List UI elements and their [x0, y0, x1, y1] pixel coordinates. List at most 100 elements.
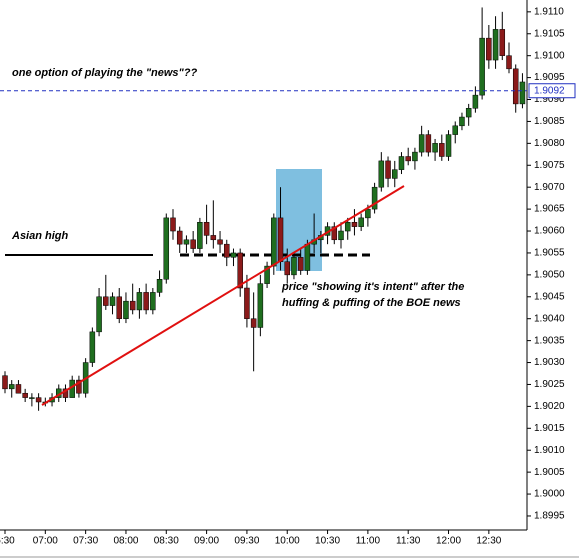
candle-body — [271, 217, 277, 267]
y-tick-label: 1.9100 — [534, 50, 565, 61]
candle-body — [465, 108, 472, 118]
candle-body — [150, 292, 156, 311]
candle-body — [351, 222, 358, 227]
candle-body — [459, 116, 465, 127]
candle-body — [35, 397, 42, 403]
candle-body — [378, 160, 385, 188]
candle-body — [250, 318, 257, 328]
candle-body — [197, 222, 203, 249]
x-tick-label: 08:00 — [113, 536, 138, 547]
x-tick-label: 10:00 — [275, 536, 300, 547]
y-tick-label: 1.9090 — [534, 94, 565, 105]
y-tick-label: 1.9015 — [534, 423, 565, 434]
candle-body — [89, 331, 96, 363]
candle-body — [76, 379, 82, 394]
candle-body — [15, 384, 22, 394]
x-tick-label: 11:30 — [396, 536, 421, 547]
candle-body — [418, 134, 425, 153]
candle-body — [143, 292, 149, 311]
candle-body — [210, 235, 217, 241]
candle-body — [129, 300, 136, 311]
candle-body — [512, 68, 519, 105]
candle-body — [338, 230, 344, 241]
x-tick-label: 07:30 — [73, 536, 98, 547]
annotation: one option of playing the "news"?? — [12, 67, 197, 79]
candle-body — [452, 125, 458, 135]
trendline — [41, 185, 405, 406]
candle-body — [116, 296, 122, 319]
y-tick-label: 1.9025 — [534, 379, 565, 390]
candle-body — [163, 217, 170, 280]
candle-body — [183, 239, 190, 245]
last-price-box — [528, 83, 576, 99]
y-tick-label: 1.9070 — [534, 182, 565, 193]
x-tick-label: 08:30 — [154, 536, 179, 547]
x-tick-label: 12:30 — [476, 536, 501, 547]
y-tick-label: 1.9005 — [534, 467, 565, 478]
x-tick-label: 09:30 — [234, 536, 259, 547]
y-tick-label: 1.8995 — [534, 511, 565, 522]
candle-body — [284, 261, 290, 276]
candle-body — [8, 384, 15, 390]
x-tick-label: 11:00 — [356, 536, 381, 547]
candle-body — [331, 226, 338, 241]
candle-body — [291, 257, 297, 276]
y-tick-label: 1.9065 — [534, 204, 565, 215]
y-tick-label: 1.9105 — [534, 28, 565, 39]
candle-body — [439, 143, 445, 157]
candle-body — [472, 94, 479, 109]
candle-body — [257, 283, 264, 328]
candle-body — [264, 265, 270, 284]
candle-body — [224, 243, 230, 258]
candle-body — [22, 392, 28, 398]
candle-body — [156, 278, 163, 293]
y-tick-label: 1.9080 — [534, 138, 565, 149]
candle-body — [237, 252, 243, 289]
y-tick-label: 1.9050 — [534, 270, 565, 281]
candle-body — [492, 29, 499, 61]
annotation: huffing & puffing of the BOE news — [282, 297, 461, 309]
candle-body — [190, 239, 196, 249]
last-price-label: 1.9092 — [534, 85, 565, 96]
x-tick-label: 6:30 — [0, 536, 15, 547]
y-tick-label: 1.9035 — [534, 335, 565, 346]
y-tick-label: 1.9055 — [534, 248, 565, 259]
candle-body — [96, 296, 102, 333]
candle-body — [398, 156, 405, 170]
candle-body — [392, 169, 398, 179]
candle-body — [277, 217, 284, 262]
y-tick-label: 1.9095 — [534, 72, 565, 83]
y-tick-label: 1.9010 — [534, 445, 565, 456]
candle-body — [358, 217, 364, 227]
candle-body — [486, 37, 492, 61]
y-tick-label: 1.9110 — [534, 6, 564, 17]
annotation: price "showing it's intent" after the — [281, 281, 464, 293]
y-tick-label: 1.9045 — [534, 291, 565, 302]
candle-body — [103, 296, 109, 306]
y-tick-label: 1.9000 — [534, 489, 565, 500]
candle-body — [217, 239, 223, 245]
y-tick-label: 1.9030 — [534, 357, 565, 368]
candle-body — [412, 151, 418, 162]
annotation: Asian high — [11, 230, 69, 242]
candle-body — [2, 375, 8, 390]
x-tick-label: 09:00 — [194, 536, 219, 547]
candle-body — [109, 296, 116, 306]
candle-body — [123, 300, 129, 319]
candle-body — [203, 222, 210, 236]
y-tick-label: 1.9075 — [534, 160, 565, 171]
candle-body — [425, 134, 432, 153]
candle-body — [479, 37, 485, 96]
candle-body — [385, 160, 391, 179]
candle-body — [344, 222, 351, 232]
candle-body — [365, 208, 371, 219]
candle-body — [499, 29, 506, 56]
x-tick-label: 07:00 — [33, 536, 58, 547]
candle-body — [519, 81, 526, 105]
candle-body — [244, 287, 250, 319]
candle-body — [230, 252, 237, 258]
candle-body — [506, 55, 512, 70]
